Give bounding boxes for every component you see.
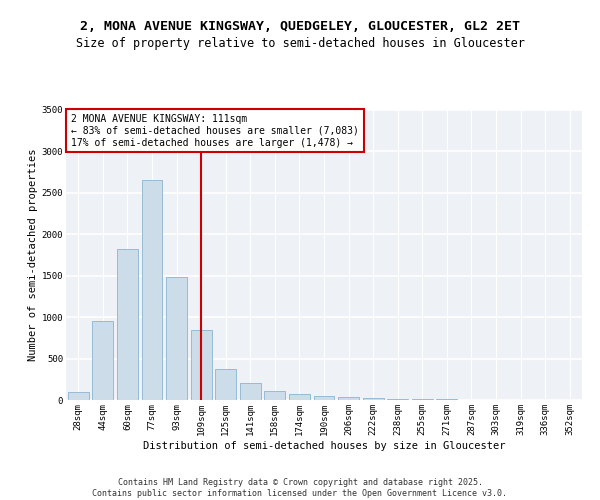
Text: 2, MONA AVENUE KINGSWAY, QUEDGELEY, GLOUCESTER, GL2 2ET: 2, MONA AVENUE KINGSWAY, QUEDGELEY, GLOU… [80, 20, 520, 33]
Bar [412, 399, 433, 400]
Bar [338, 397, 359, 400]
Bar [314, 396, 334, 400]
Bar [240, 384, 261, 400]
Bar [117, 249, 138, 400]
X-axis label: Distribution of semi-detached houses by size in Gloucester: Distribution of semi-detached houses by … [143, 440, 505, 450]
Y-axis label: Number of semi-detached properties: Number of semi-detached properties [28, 149, 38, 361]
Bar [387, 398, 408, 400]
Bar [215, 369, 236, 400]
Text: 2 MONA AVENUE KINGSWAY: 111sqm
← 83% of semi-detached houses are smaller (7,083): 2 MONA AVENUE KINGSWAY: 111sqm ← 83% of … [71, 114, 359, 148]
Bar [191, 330, 212, 400]
Text: Size of property relative to semi-detached houses in Gloucester: Size of property relative to semi-detach… [76, 38, 524, 51]
Bar [92, 322, 113, 400]
Bar [166, 276, 187, 400]
Bar [289, 394, 310, 400]
Text: Contains HM Land Registry data © Crown copyright and database right 2025.
Contai: Contains HM Land Registry data © Crown c… [92, 478, 508, 498]
Bar [362, 398, 383, 400]
Bar [265, 391, 286, 400]
Bar [68, 392, 89, 400]
Bar [142, 180, 163, 400]
